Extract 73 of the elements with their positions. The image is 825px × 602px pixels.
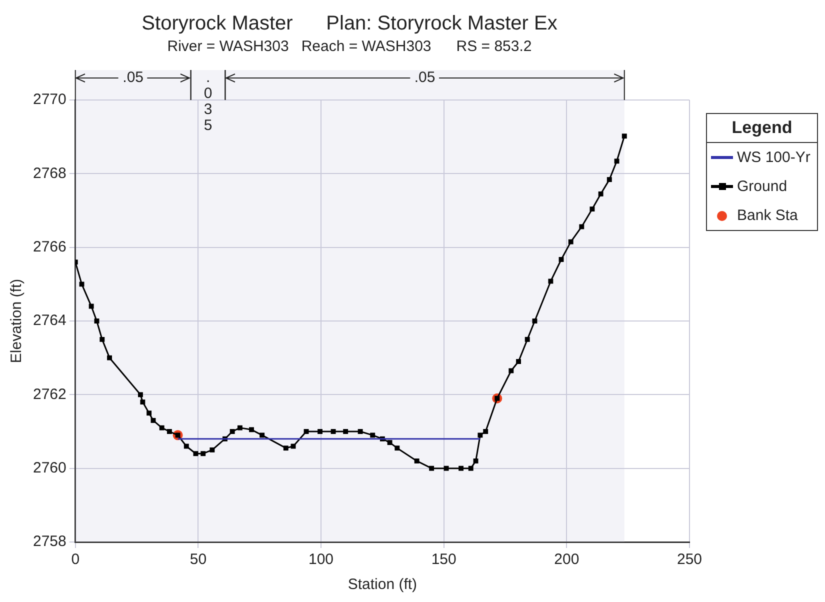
point <box>79 282 84 287</box>
x-tick-label: 150 <box>431 551 456 568</box>
point <box>343 429 348 434</box>
point <box>458 466 464 471</box>
y-tick-label: 2770 <box>32 91 66 108</box>
y-tick-label: 2760 <box>32 459 66 476</box>
y-tick-label: 2758 <box>32 533 66 550</box>
point <box>473 458 478 464</box>
point <box>200 451 206 456</box>
point <box>94 318 100 324</box>
point <box>532 318 538 324</box>
point <box>107 355 112 360</box>
chart-subtitle: River = WASH303 Reach = WASH303 RS = 853.2 <box>167 38 532 56</box>
x-axis-title: Station (ft) <box>348 576 418 594</box>
point <box>478 432 483 438</box>
point <box>568 239 574 244</box>
point <box>304 429 309 434</box>
point <box>548 278 554 284</box>
point <box>318 429 323 434</box>
point <box>230 429 235 434</box>
chart-title: Storyrock Master Plan: Storyrock Master Ex <box>142 12 558 35</box>
point <box>260 432 265 438</box>
point <box>138 392 143 398</box>
legend-label: WS 100-Yr <box>736 149 810 166</box>
point <box>483 429 488 434</box>
point <box>468 466 474 471</box>
point <box>159 425 164 430</box>
x-tick-label: 100 <box>308 551 334 568</box>
point <box>622 134 627 139</box>
x-tick-label: 50 <box>190 551 207 568</box>
point <box>606 177 612 182</box>
point <box>166 429 172 434</box>
point <box>249 427 254 432</box>
y-tick-label: 2764 <box>32 312 66 330</box>
y-tick-label: 2766 <box>32 238 66 256</box>
point <box>140 400 146 405</box>
y-tick-label: 2768 <box>32 164 66 182</box>
point <box>370 432 376 438</box>
point <box>524 336 530 342</box>
point <box>146 410 152 416</box>
point <box>394 446 400 451</box>
point <box>579 224 584 230</box>
point <box>614 158 620 164</box>
point <box>387 440 392 446</box>
point <box>358 429 363 434</box>
x-tick-label: 0 <box>71 551 80 568</box>
point <box>516 359 521 364</box>
legend-label: Bank Sta <box>736 207 798 224</box>
point <box>598 191 604 196</box>
point <box>590 206 595 212</box>
y-tick-label: 2762 <box>32 386 66 403</box>
legend-title: Legend <box>707 114 817 143</box>
x-tick-label: 250 <box>676 551 702 568</box>
point <box>88 304 94 309</box>
point <box>330 429 336 434</box>
point <box>193 451 198 456</box>
point <box>429 466 434 471</box>
y-axis-title: Elevation (ft) <box>8 278 26 364</box>
point <box>414 458 420 464</box>
legend-label: Ground <box>736 178 788 195</box>
band-label: .05 <box>414 69 436 86</box>
point <box>444 466 449 471</box>
point <box>508 368 514 374</box>
point <box>100 336 105 342</box>
x-tick-label: 200 <box>554 551 580 568</box>
band-label: .05 <box>122 69 144 86</box>
point <box>210 447 215 452</box>
point <box>150 418 156 423</box>
point <box>184 444 189 449</box>
point <box>283 446 288 451</box>
band-label: .035 <box>204 69 212 134</box>
point <box>237 425 242 430</box>
point <box>558 257 564 262</box>
